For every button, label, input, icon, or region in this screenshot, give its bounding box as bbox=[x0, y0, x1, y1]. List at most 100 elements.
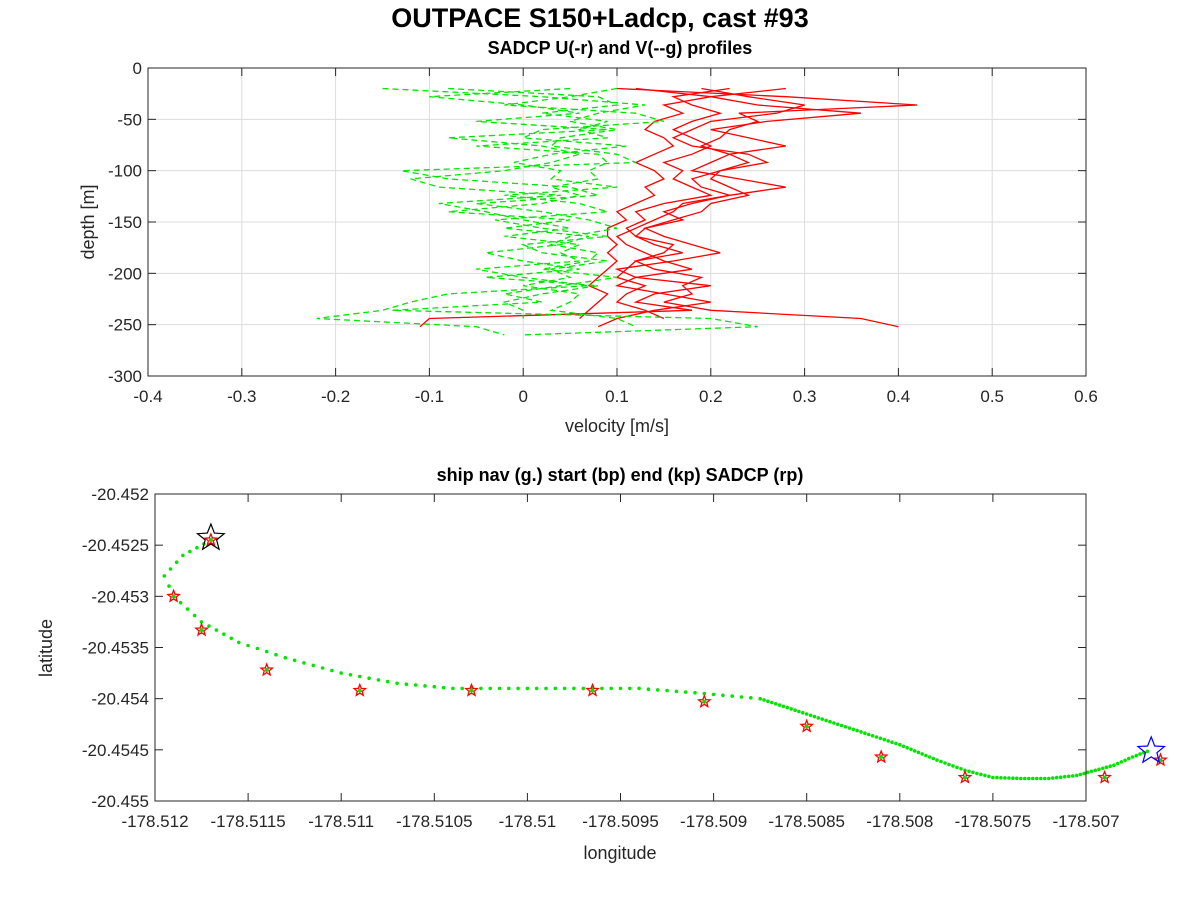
nav-point bbox=[820, 717, 824, 721]
nav-point bbox=[999, 776, 1003, 780]
nav-point bbox=[773, 702, 778, 706]
nav-point bbox=[367, 676, 371, 680]
nav-point bbox=[507, 686, 511, 691]
nav-point bbox=[789, 707, 793, 711]
nav-point bbox=[357, 688, 362, 693]
nav-x-label: longitude bbox=[583, 843, 656, 863]
nav-point bbox=[939, 759, 943, 764]
nav-point bbox=[959, 767, 963, 771]
nav-point bbox=[1027, 776, 1031, 781]
nav-point bbox=[1097, 767, 1101, 772]
profiles-x-tick-label: 0.3 bbox=[793, 387, 817, 406]
profiles-x-tick-label: -0.4 bbox=[133, 387, 162, 406]
profiles-x-tick-label: -0.2 bbox=[321, 387, 350, 406]
sadcp-star-marker bbox=[166, 588, 181, 603]
v-profile-line bbox=[494, 87, 665, 328]
nav-point bbox=[962, 775, 967, 780]
nav-point bbox=[534, 686, 539, 691]
nav-point bbox=[423, 684, 427, 688]
nav-point bbox=[835, 722, 840, 727]
v-profile-line bbox=[382, 87, 758, 336]
u-profile-line bbox=[615, 87, 730, 320]
nav-point bbox=[967, 769, 971, 774]
nav-point bbox=[983, 773, 987, 778]
nav-y-tick-label: -20.455 bbox=[91, 792, 149, 811]
nav-point bbox=[497, 686, 502, 691]
nav-point bbox=[916, 750, 921, 755]
profiles-y-tick-label: -300 bbox=[108, 367, 142, 386]
nav-point bbox=[935, 758, 939, 762]
nav-point bbox=[843, 725, 848, 729]
nav-point bbox=[927, 755, 932, 759]
nav-point bbox=[898, 742, 902, 747]
nav-point bbox=[979, 772, 983, 777]
nav-x-tick-label: -178.509 bbox=[680, 812, 747, 831]
profiles-y-tick-label: -100 bbox=[108, 162, 142, 181]
nav-point bbox=[1130, 755, 1135, 759]
nav-x-tick-label: -178.507 bbox=[1052, 812, 1119, 831]
profiles-y-tick-label: -50 bbox=[117, 110, 142, 129]
nav-point bbox=[516, 686, 520, 691]
nav-point bbox=[395, 681, 399, 686]
nav-point bbox=[339, 671, 344, 675]
nav-point bbox=[797, 709, 801, 714]
nav-point bbox=[432, 684, 437, 689]
nav-point bbox=[237, 640, 241, 645]
nav-point bbox=[693, 691, 697, 695]
nav-y-label: latitude bbox=[36, 619, 56, 677]
nav-point bbox=[1078, 772, 1083, 777]
nav-point bbox=[683, 690, 688, 694]
nav-point bbox=[199, 620, 204, 624]
sadcp-star-marker bbox=[1153, 752, 1168, 767]
nav-point bbox=[851, 727, 856, 732]
nav-point bbox=[320, 666, 325, 670]
nav-y-tick-label: -20.4545 bbox=[82, 741, 149, 760]
sadcp-star-marker bbox=[696, 693, 712, 709]
profiles-x-tick-label: 0 bbox=[518, 387, 527, 406]
nav-point bbox=[479, 686, 483, 691]
profiles-y-tick-label: -200 bbox=[108, 264, 142, 283]
nav-point bbox=[1011, 776, 1015, 780]
nav-point bbox=[987, 774, 991, 779]
sadcp-star-marker bbox=[464, 682, 479, 697]
figure-title: OUTPACE S150+Ladcp, cast #93 bbox=[391, 3, 808, 33]
nav-point bbox=[702, 691, 707, 696]
nav-x-tick-label: -178.51 bbox=[499, 812, 557, 831]
nav-point bbox=[1089, 769, 1094, 774]
nav-point bbox=[702, 699, 707, 704]
nav-point bbox=[812, 714, 817, 719]
nav-point bbox=[1050, 776, 1055, 780]
profiles-title: SADCP U(-r) and V(--g) profiles bbox=[488, 38, 753, 58]
nav-point bbox=[188, 549, 192, 554]
nav-point bbox=[274, 652, 278, 657]
nav-point bbox=[255, 646, 260, 651]
nav-x-ticks: -178.512 -178.5115 -178.511 -178.5105 -178.5… bbox=[121, 494, 1120, 831]
nav-y-ticks: -20.452 -20.4525 -20.453 -20.4535 -20.454 -20… bbox=[82, 485, 1086, 811]
sadcp-star-marker bbox=[1097, 769, 1112, 784]
nav-point bbox=[828, 719, 832, 724]
nav-point bbox=[951, 764, 955, 768]
nav-point bbox=[943, 761, 947, 765]
nav-point bbox=[971, 770, 975, 775]
nav-point bbox=[721, 693, 725, 698]
nav-point bbox=[646, 687, 651, 691]
nav-point bbox=[1123, 758, 1127, 763]
nav-point bbox=[847, 726, 852, 730]
nav-x-tick-label: -178.5105 bbox=[396, 812, 473, 831]
nav-point bbox=[674, 689, 679, 694]
nav-point bbox=[1058, 775, 1063, 779]
sadcp-star-marker bbox=[799, 718, 815, 733]
nav-point bbox=[1070, 774, 1075, 778]
nav-point bbox=[1019, 776, 1023, 781]
u-profile-line bbox=[579, 87, 786, 319]
nav-point bbox=[766, 699, 770, 703]
sadcp-star-marker bbox=[352, 682, 368, 697]
nav-point bbox=[358, 674, 362, 679]
nav-point bbox=[879, 754, 884, 759]
nav-point bbox=[781, 704, 786, 709]
nav-point bbox=[878, 736, 883, 741]
nav-point bbox=[874, 735, 879, 739]
nav-point bbox=[739, 695, 744, 699]
sadcp-star-marker bbox=[873, 749, 889, 764]
